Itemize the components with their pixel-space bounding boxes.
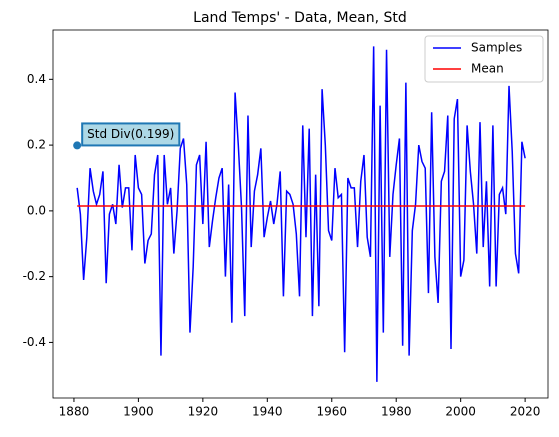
- plot-frame: [52, 29, 549, 399]
- x-tick-label: 1880: [59, 405, 90, 419]
- x-tick-label: 1980: [381, 405, 412, 419]
- annotation-box: [81, 122, 181, 147]
- x-tick-label: 1940: [252, 405, 283, 419]
- x-tick-label: 1960: [316, 405, 347, 419]
- legend-label: Mean: [471, 62, 504, 76]
- y-tick-label: 0.4: [27, 72, 46, 86]
- annotation-point: [73, 141, 82, 150]
- x-tick-label: 1900: [123, 405, 154, 419]
- y-tick-label: 0.0: [27, 203, 46, 217]
- annotation-text: Std Div(0.199): [87, 127, 174, 141]
- x-tick-label: 2000: [445, 405, 476, 419]
- y-tick-label: -0.4: [23, 335, 46, 349]
- x-tick-label: 2020: [510, 405, 541, 419]
- chart-title: Land Temps' - Data, Mean, Std: [193, 10, 407, 26]
- series-line: [76, 46, 526, 382]
- legend-label: Samples: [471, 41, 522, 55]
- y-tick-label: -0.2: [23, 269, 46, 283]
- y-tick-label: 0.2: [27, 138, 46, 152]
- x-tick-label: 1920: [188, 405, 219, 419]
